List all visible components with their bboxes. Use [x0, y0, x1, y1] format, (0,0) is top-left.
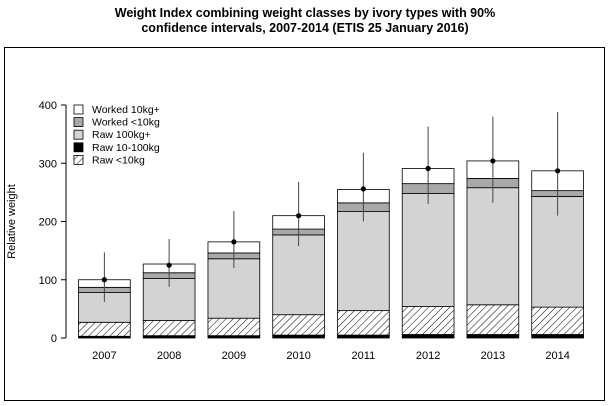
estimate-point-2013: [490, 158, 496, 164]
legend-swatch-3: [73, 142, 84, 153]
legend-swatch-1: [73, 117, 84, 127]
chart-title-line-2: confidence intervals, 2007-2014 (ETIS 25…: [141, 21, 469, 35]
bar-segment-2008-raw-10kg: [142, 320, 196, 337]
legend-label-4: Raw <10kg: [92, 154, 145, 166]
bar-segment-2009-raw-10kg: [207, 317, 261, 337]
chart-title: Weight Index combining weight classes by…: [0, 6, 610, 36]
legend-label-1: Worked <10kg: [92, 117, 160, 129]
bar-segment-2012-raw-100kg-: [401, 193, 455, 307]
x-tick-label-2007: 2007: [92, 350, 116, 362]
estimate-point-2012: [425, 165, 431, 172]
legend-label-0: Worked 10kg+: [92, 104, 160, 116]
legend-swatch-0: [73, 104, 84, 115]
bar-segment-2011-raw-10kg: [337, 310, 390, 336]
x-tick-label-2011: 2011: [352, 350, 376, 362]
estimate-point-2009: [231, 239, 237, 245]
estimate-point-2011: [360, 186, 366, 192]
bar-segment-2010-raw-10kg: [272, 314, 325, 336]
x-tick-label-2013: 2013: [481, 350, 505, 362]
estimate-point-2007: [101, 277, 107, 283]
bar-segment-2014-raw-10kg: [531, 306, 584, 335]
bar-segment-2012-raw-10kg: [401, 306, 455, 335]
bar-segment-2012-raw-10-100kg: [401, 334, 455, 339]
y-tick-label-0: 0: [51, 333, 57, 345]
legend-label-2: Raw 100kg+: [92, 129, 151, 141]
x-tick-label-2012: 2012: [416, 350, 440, 362]
y-tick-label-300: 300: [39, 158, 57, 170]
x-tick-label-2010: 2010: [286, 350, 310, 362]
y-tick-label-200: 200: [39, 217, 57, 229]
bar-segment-2009-raw-100kg-: [207, 258, 261, 319]
estimate-point-2008: [166, 262, 172, 268]
x-tick-label-2009: 2009: [222, 350, 246, 362]
bar-segment-2014-raw-10-100kg: [531, 334, 584, 339]
legend-swatch-2: [73, 129, 84, 140]
bar-segment-2011-raw-10-100kg: [337, 334, 390, 339]
estimate-point-2014: [555, 168, 561, 174]
y-tick-label-400: 400: [39, 100, 57, 112]
plot-frame: [4, 47, 605, 401]
x-tick-label-2014: 2014: [545, 350, 569, 362]
bar-segment-2011-raw-100kg-: [337, 211, 390, 312]
bar-segment-2010-raw-10-100kg: [272, 334, 325, 339]
legend-swatch-4: [73, 154, 84, 165]
chart-title-line-1: Weight Index combining weight classes by…: [114, 6, 496, 20]
estimate-point-2010: [296, 213, 302, 219]
legend-label-3: Raw 10-100kg: [92, 142, 160, 154]
y-tick-label-100: 100: [39, 275, 57, 287]
bar-segment-2013-raw-10-100kg: [466, 334, 520, 339]
y-axis-label: Relative weight: [6, 184, 18, 259]
bar-segment-2013-raw-100kg-: [466, 187, 520, 306]
bar-segment-2007-raw-10kg: [78, 321, 131, 337]
bar-segment-2013-raw-10kg: [466, 304, 520, 335]
bar-segment-2010-raw-100kg-: [272, 234, 325, 316]
x-tick-label-2008: 2008: [157, 350, 181, 362]
